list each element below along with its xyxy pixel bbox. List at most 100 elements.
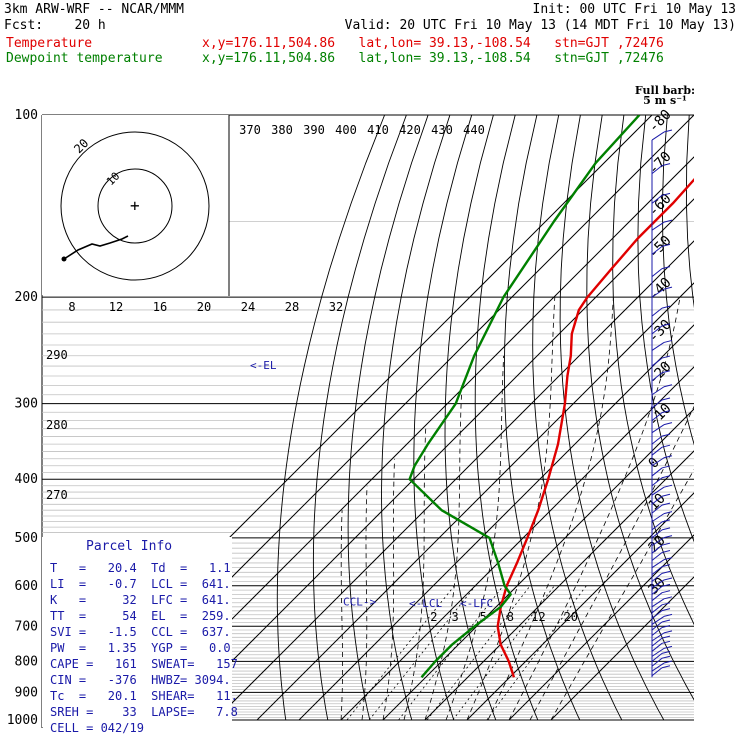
dewpoint-curve (408, 115, 641, 679)
wind-barb-staff (651, 325, 663, 335)
dry-adiabat (413, 115, 473, 721)
level-annotations: <-EL CCL-> <-LCL <-LFC (250, 359, 493, 610)
theta-label: 400 (335, 123, 357, 137)
parcel-info-panel: Parcel Info T = 20.4 Td = 1.1 LI = -0.7 … (42, 537, 238, 735)
pressure-tick-label: 900 (15, 685, 38, 700)
mixing-ratio-label: 8 (507, 610, 514, 624)
wind-barb-flag (661, 602, 671, 606)
wind-barb (651, 410, 671, 422)
wind-barb-flag (661, 444, 671, 448)
isotherm-line (508, 534, 694, 721)
wind-barb-flag (661, 542, 671, 546)
wind-barb-staff (651, 513, 665, 523)
wind-barb (651, 596, 673, 608)
wind-barb (651, 619, 671, 631)
isotherm-line (298, 324, 694, 721)
wind-barbs: Full barb:5 m s⁻¹ (635, 84, 695, 678)
wind-barb (651, 243, 671, 255)
wind-barb-staff (651, 165, 663, 175)
wind-barb-flag (661, 370, 671, 374)
wind-barb-flag (661, 570, 671, 574)
wind-barb-flag (661, 465, 671, 469)
dry-adiabat (637, 115, 694, 543)
wind-barb-flag (661, 475, 671, 479)
wind-barb (651, 192, 671, 204)
theta-label: 380 (271, 123, 293, 137)
wind-barb (651, 370, 671, 382)
wind-barb-staff (651, 647, 665, 657)
dry-adiabat (532, 115, 623, 721)
wind-barb-flag (661, 192, 671, 196)
theta-label: 430 (431, 123, 453, 137)
wind-barb-flag (661, 655, 671, 659)
moist-adiabat (361, 485, 368, 721)
wind-barb-staff (651, 477, 663, 487)
wind-barb (651, 455, 673, 467)
wind-speed-tick: 16 (153, 300, 167, 314)
wind-barb-staff (651, 486, 665, 496)
dry-adiabat (685, 115, 694, 309)
wind-barb-flag (661, 243, 671, 247)
dry-adiabat (312, 115, 407, 721)
wind-speed-tick: 32 (329, 300, 343, 314)
wind-barb-staff (651, 504, 663, 514)
sounding-curves (408, 115, 694, 679)
wind-barb-staff (651, 552, 663, 561)
wind-barb (651, 502, 671, 514)
wind-barb (651, 286, 673, 298)
parcel-row: TT = 54 EL = 259. (50, 609, 231, 623)
wind-barb (651, 465, 671, 477)
pressure-tick-label: 600 (15, 579, 38, 594)
wind-barb (651, 655, 671, 667)
wind-barb-flag (663, 286, 673, 290)
wind-barb (651, 339, 673, 351)
wind-barb (651, 519, 671, 531)
dry-adiabat (612, 115, 694, 626)
level-annotation: CCL-> (343, 596, 376, 609)
wind-speed-tick: 28 (285, 300, 299, 314)
theta-left-label: 270 (46, 488, 68, 502)
wind-speed-tick: 24 (241, 300, 255, 314)
isotherm-label: -10 (646, 401, 675, 430)
wind-barb-flag (663, 219, 673, 223)
wind-barb-flag (663, 613, 673, 617)
wind-barb-staff (651, 586, 663, 595)
dewpoint-legend: Dewpoint temperature (6, 51, 163, 66)
moist-adiabat (466, 297, 556, 721)
wind-barb-flag (663, 577, 673, 581)
wind-speed-tick: 20 (197, 300, 211, 314)
wind-barb (651, 384, 673, 396)
wind-barb-staff (651, 621, 663, 631)
theta-left-label: 280 (46, 418, 68, 432)
mixing-ratio-label: 2 (430, 610, 437, 624)
isotherm-label: -30 (646, 317, 675, 346)
wind-barb-staff (651, 637, 663, 647)
wind-barb-staff (651, 495, 663, 505)
wind-barb-staff (651, 598, 665, 608)
wind-barb-flag (661, 305, 671, 309)
wind-barb-flag (663, 557, 673, 561)
dry-adiabat (710, 115, 740, 720)
wind-barb-flag (661, 266, 671, 270)
wind-barb (651, 590, 671, 602)
wind-barb (651, 527, 671, 539)
parcel-row: SVI = -1.5 CCL = 637. (50, 625, 231, 639)
wind-barb-flag (663, 422, 673, 426)
wind-barb-flag (661, 564, 671, 568)
wind-barb-flag (663, 129, 673, 133)
temperature-curve (496, 177, 694, 678)
wind-barb-flag (661, 635, 671, 639)
isotherm-line (214, 240, 694, 721)
wind-barb-staff (651, 342, 665, 351)
parcel-row: PW = 1.35 YGP = 0.0 (50, 641, 231, 655)
isotherm-line (172, 198, 694, 721)
wind-barb-flag (661, 550, 671, 554)
wind-barb (651, 163, 671, 175)
wind-barb-flag (661, 527, 671, 531)
pressure-tick-label: 200 (15, 290, 38, 305)
dry-adiabat (503, 115, 581, 721)
wind-barb (651, 640, 671, 652)
theta-label: 370 (239, 123, 261, 137)
moist-adiabat (487, 297, 614, 721)
